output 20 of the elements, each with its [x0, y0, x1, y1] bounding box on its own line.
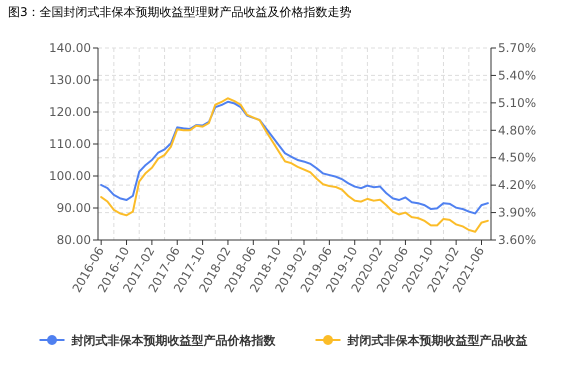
y2-tick-label: 5.70%	[498, 41, 536, 55]
y2-tick-label: 4.80%	[498, 123, 536, 138]
y-tick-label: 140.00	[49, 41, 91, 55]
y2-tick-label: 5.40%	[498, 68, 536, 82]
y2-tick-label: 5.10%	[498, 96, 536, 110]
y-tick-label: 80.00	[56, 233, 91, 247]
y-tick-label: 90.00	[56, 201, 91, 215]
chart-title: 图3：全国封闭式非保本预期收益型理财产品收益及价格指数走势	[8, 5, 352, 19]
legend-label: 封闭式非保本预期收益型产品收益	[346, 334, 528, 348]
y-tick-label: 100.00	[49, 169, 91, 183]
line-series	[100, 97, 489, 233]
y-tick-label: 120.00	[49, 105, 91, 119]
y2-tick-label: 3.60%	[498, 233, 536, 247]
line-series	[100, 100, 489, 214]
y2-tick-label: 4.20%	[498, 178, 536, 192]
y-tick-label: 110.00	[49, 137, 91, 151]
y-tick-label: 130.00	[49, 73, 91, 87]
y2-tick-label: 3.90%	[498, 206, 536, 220]
y2-tick-label: 4.50%	[498, 150, 536, 165]
legend-label: 封闭式非保本预期收益型产品价格指数	[70, 334, 276, 348]
